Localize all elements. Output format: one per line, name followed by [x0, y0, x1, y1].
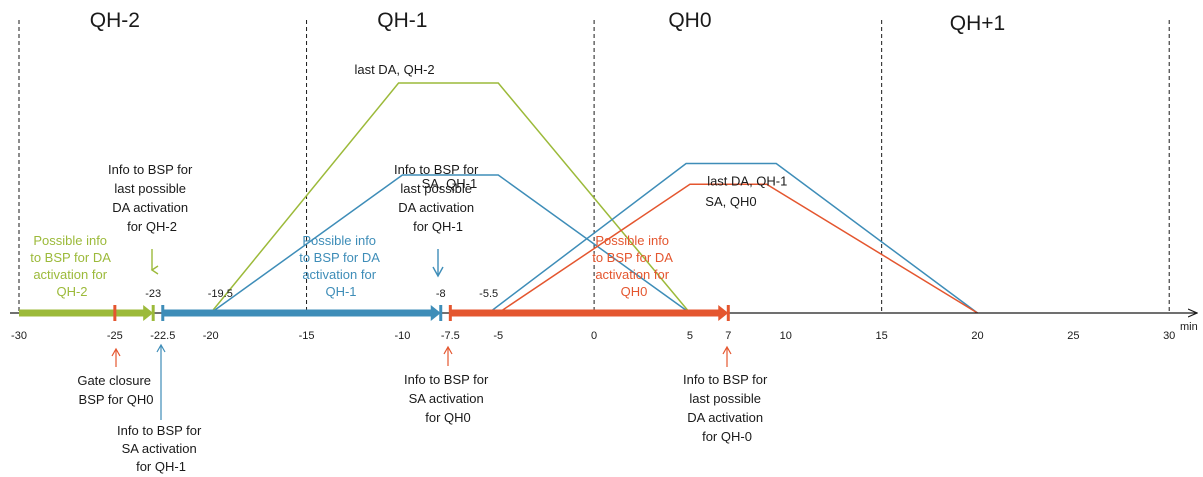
tick-label: -10 [394, 330, 410, 342]
above-axis-value: -23 [145, 288, 161, 300]
info-window-bar [450, 309, 721, 317]
info-sa-qh1-label: Info to BSP for SA activation for QH-1 [117, 423, 205, 474]
tick-label: 10 [780, 330, 792, 342]
tick-label: 20 [971, 330, 983, 342]
profile-label: SA, QH0 [705, 194, 756, 209]
event-marker [161, 305, 165, 321]
profile-line [210, 174, 691, 314]
profile-line [497, 183, 978, 314]
orange-possible-info-label: Possible info to BSP for DA activation f… [592, 233, 676, 299]
event-marker [726, 305, 730, 321]
qh-label: QH+1 [950, 12, 1005, 35]
profile-label: SA, QH-1 [422, 176, 478, 191]
tick-label: 15 [876, 330, 888, 342]
above-axis-values: -23 -19.5 -8 -5.5 [145, 288, 498, 300]
tick-label: 30 [1163, 330, 1175, 342]
info-sa-qh0-label: Info to BSP for SA activation for QH0 [404, 372, 492, 425]
event-markers [113, 305, 730, 321]
event-marker [448, 305, 452, 321]
qh-label: QH0 [668, 9, 711, 32]
tick-label: -7.5 [441, 330, 460, 342]
green-possible-info-label: Possible info to BSP for DA activation f… [30, 233, 114, 299]
quarter-hour-labels: QH-2 QH-1 QH0 QH+1 [90, 9, 1005, 35]
tick-label: 25 [1067, 330, 1079, 342]
tick-label: -22.5 [150, 330, 175, 342]
tick-label: -5 [493, 330, 503, 342]
profile-labels: last DA, QH-2 SA, QH-1 last DA, QH-1 SA, QH… [354, 62, 787, 209]
info-sa-qh1-arrowhead [156, 343, 166, 353]
info-window-bar [162, 309, 433, 317]
info-window-bar-head [718, 305, 729, 321]
blue-possible-info-label: Possible info to BSP for DA activation f… [299, 233, 383, 299]
info-da-qh1-label: Info to BSP for last possible DA activat… [394, 162, 482, 234]
above-axis-value: -19.5 [208, 288, 233, 300]
above-axis-value: -8 [436, 288, 446, 300]
gate-closure-arrowhead [111, 347, 121, 357]
info-window-bars [19, 305, 729, 321]
info-window-bar [19, 309, 146, 317]
event-marker [113, 305, 117, 321]
profile-label: last DA, QH-1 [707, 174, 787, 189]
profile-line [210, 82, 691, 314]
event-marker [439, 305, 443, 321]
tick-label: 0 [591, 330, 597, 342]
axis-unit-label: min [1180, 321, 1198, 333]
gate-closure-label: Gate closure BSP for QH0 [77, 373, 154, 407]
info-da-qh0-label: Info to BSP for last possible DA activat… [683, 372, 771, 444]
tick-label: -15 [299, 330, 315, 342]
activation-profiles [210, 82, 978, 314]
tick-label: -25 [107, 330, 123, 342]
tick-label: -30 [11, 330, 27, 342]
info-da-qh1-arrowhead [432, 266, 444, 278]
profile-label: last DA, QH-2 [354, 62, 434, 77]
info-window-bar-head [143, 305, 154, 321]
info-window-bar-head [430, 305, 441, 321]
info-sa-qh0-arrowhead [443, 345, 453, 355]
qh-label: QH-2 [90, 9, 140, 32]
tick-label: 5 [687, 330, 693, 342]
above-axis-value: -5.5 [479, 288, 498, 300]
info-da-qh2-label: Info to BSP for last possible DA activat… [108, 162, 196, 234]
axis-tick-labels: -30 -25 -22.5 -20 -15 -10 -7.5 -5 0 5 7 10 15 20 25 30 [11, 330, 1175, 342]
info-da-qh0-arrowhead [722, 345, 732, 355]
tick-label: -20 [203, 330, 219, 342]
qh-label: QH-1 [377, 9, 427, 32]
tick-label: 7 [725, 330, 731, 342]
event-marker [151, 305, 155, 321]
profile-line [488, 162, 978, 314]
